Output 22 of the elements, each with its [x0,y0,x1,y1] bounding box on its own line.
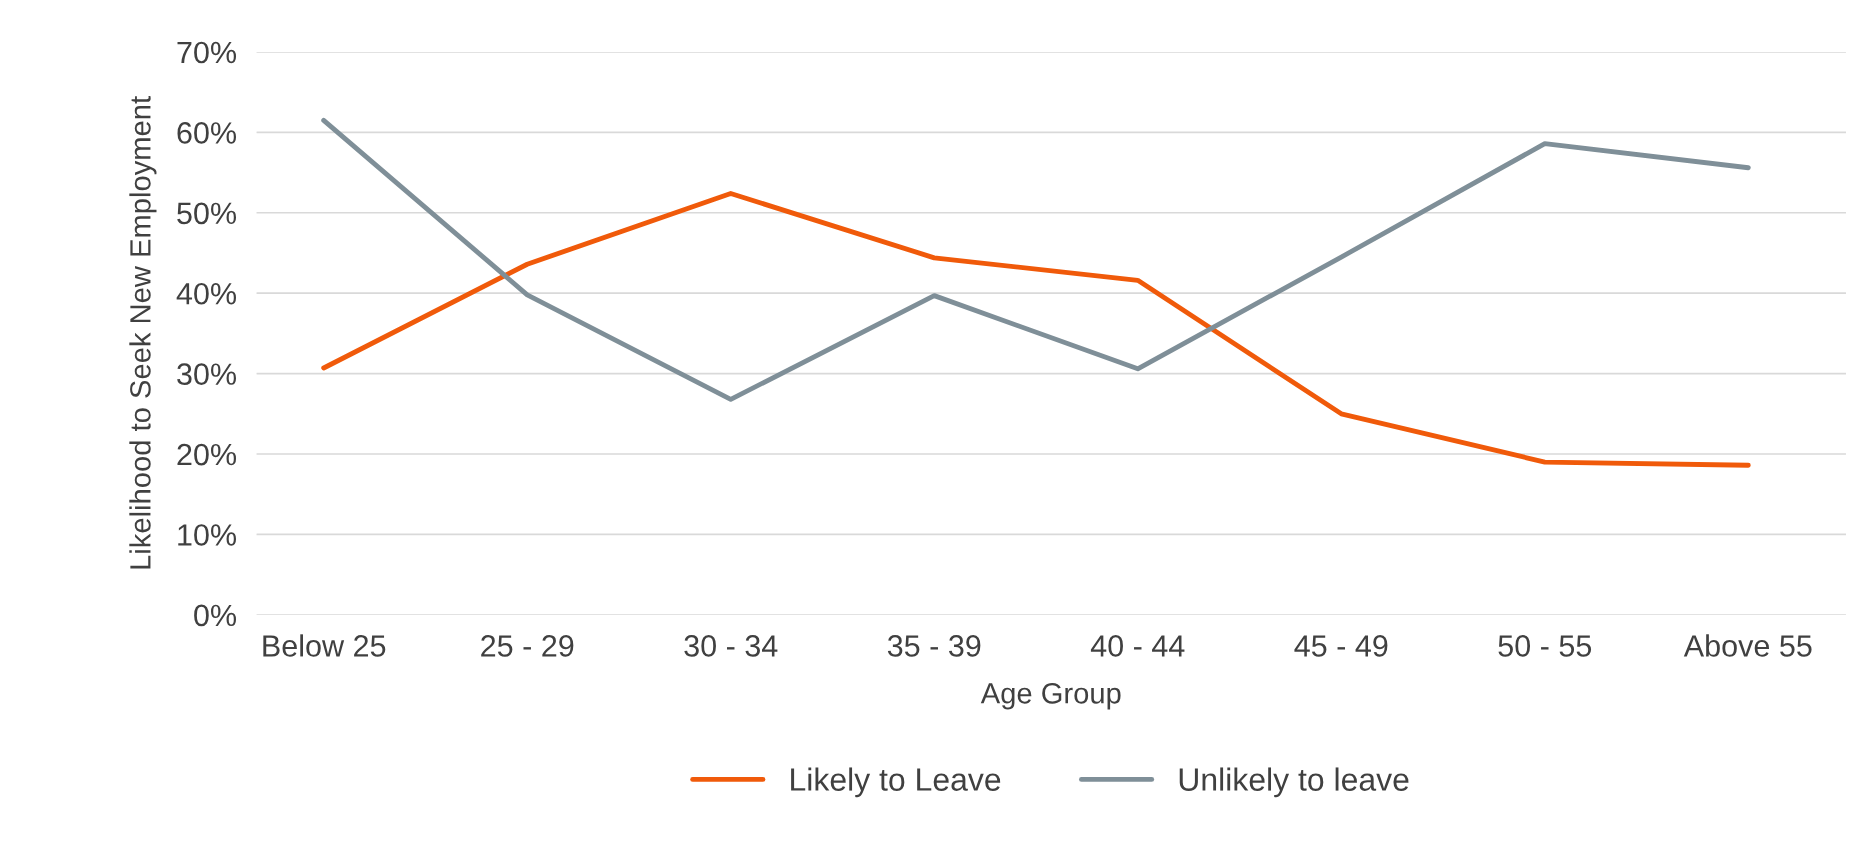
y-tick-label: 30% [177,363,237,385]
y-axis-title: Likelihood to Seek New Employment [129,96,157,569]
line-series [321,117,1751,402]
y-tick-label: 40% [176,282,237,305]
x-tick-label: 40 - 44 [1090,635,1185,657]
y-tick-label: 60% [177,122,237,144]
x-tick-label: 25 - 29 [481,635,574,657]
y-tick-label: 10% [178,524,237,546]
line-series [321,191,1751,468]
y-tick-label: 70% [177,41,237,64]
x-tick-label: 30 - 34 [684,635,778,657]
x-tick-label: 45 - 49 [1294,635,1388,657]
x-tick-label: 50 - 55 [1498,635,1592,657]
x-axis-title: Age Group [980,683,1121,710]
legend-label: Likely to Leave [791,767,1001,798]
y-tick-label: 0% [194,604,237,627]
x-tick-label: Below 25 [263,634,386,657]
x-tick-label: 35 - 39 [887,635,981,657]
y-tick-label: 50% [177,202,237,225]
legend-label: Unlikely to leave [1179,767,1409,798]
y-tick-label: 20% [177,443,237,466]
x-tick-label: Above 55 [1683,634,1812,657]
